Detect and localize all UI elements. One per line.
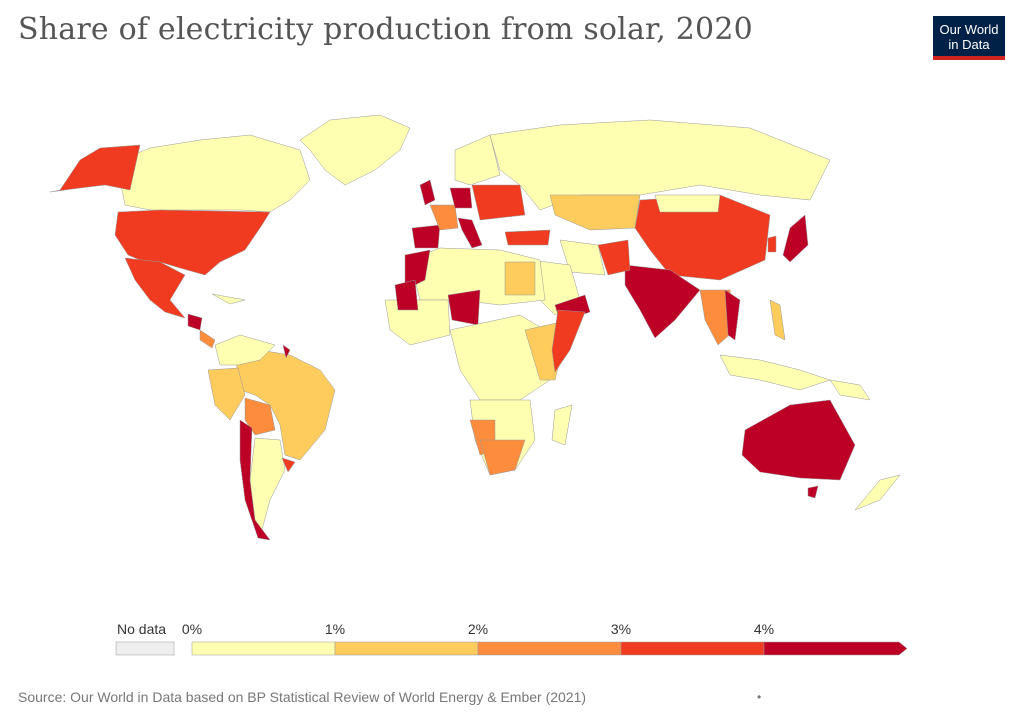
country-australia <box>741 399 856 481</box>
country-korea <box>767 235 777 253</box>
country-italy <box>457 217 483 249</box>
country-china <box>634 194 771 281</box>
legend-no-data-swatch <box>115 641 175 656</box>
country-brazil <box>235 349 336 461</box>
country-west-africa <box>384 299 451 346</box>
source-note: Source: Our World in Data based on BP St… <box>18 689 587 705</box>
country-madagascar <box>551 404 573 446</box>
legend-bin-2[interactable] <box>477 641 622 656</box>
country-afghanistan-pakistan <box>597 239 631 276</box>
country-greenland <box>299 114 411 186</box>
country-eastern-europe <box>471 184 526 221</box>
country-bolivia <box>244 397 276 436</box>
country-central-africa <box>449 314 551 401</box>
legend-ticks: 0% 1% 2% 3% 4% <box>182 621 774 637</box>
country-germany <box>449 187 473 209</box>
country-india <box>624 264 701 339</box>
country-south-africa <box>479 439 526 476</box>
country-new-zealand <box>854 474 901 511</box>
logo-line-1: Our World <box>939 22 999 37</box>
legend-tick-2: 2% <box>468 621 488 637</box>
country-colombia-venezuela <box>214 334 276 366</box>
country-guiana <box>282 344 291 359</box>
country-france <box>429 204 459 231</box>
country-guatemala <box>187 313 203 331</box>
country-scandinavia <box>454 134 501 186</box>
country-alaska <box>49 144 141 193</box>
country-egypt <box>504 261 536 296</box>
country-somalia <box>551 309 586 373</box>
legend-tick-4: 4% <box>754 621 774 637</box>
country-argentina <box>249 437 286 531</box>
footer-dot: • <box>757 690 762 704</box>
chart-title: Share of electricity production from sol… <box>18 12 753 47</box>
country-central-america <box>199 329 216 349</box>
country-cuba <box>211 293 246 305</box>
country-canada <box>119 134 311 213</box>
legend-bins <box>191 641 908 656</box>
legend-tick-1: 1% <box>325 621 345 637</box>
country-mongolia <box>654 194 721 213</box>
country-iran <box>559 239 606 276</box>
country-papua-new-guinea <box>829 379 871 401</box>
country-kazakhstan <box>549 194 641 231</box>
country-peru <box>207 367 246 421</box>
country-niger <box>447 289 481 326</box>
legend: No data 0% 1% 2% 3% 4% <box>115 621 908 656</box>
legend-tick-0: 0% <box>182 621 202 637</box>
country-uruguay <box>281 457 296 473</box>
logo-line-2: in Data <box>948 37 990 52</box>
country-iberia <box>411 224 441 249</box>
legend-bin-0[interactable] <box>191 641 336 656</box>
country-uk <box>419 179 436 206</box>
legend-bin-4[interactable] <box>763 641 908 656</box>
country-indonesia <box>719 354 831 391</box>
country-turkey <box>504 229 551 246</box>
country-japan <box>782 214 809 263</box>
country-chile <box>239 419 271 541</box>
legend-bin-1[interactable] <box>334 641 479 656</box>
legend-tick-3: 3% <box>611 621 631 637</box>
country-usa <box>114 209 271 276</box>
country-russia <box>489 119 831 211</box>
legend-no-data-label: No data <box>117 621 166 637</box>
country-vietnam <box>724 289 741 341</box>
country-tasmania <box>807 485 819 499</box>
legend-bin-3[interactable] <box>620 641 765 656</box>
country-morocco <box>404 249 431 291</box>
country-philippines <box>769 299 786 341</box>
country-mauritania <box>394 279 419 311</box>
country-mexico <box>124 257 186 319</box>
owid-logo[interactable]: Our World in Data <box>933 16 1005 60</box>
